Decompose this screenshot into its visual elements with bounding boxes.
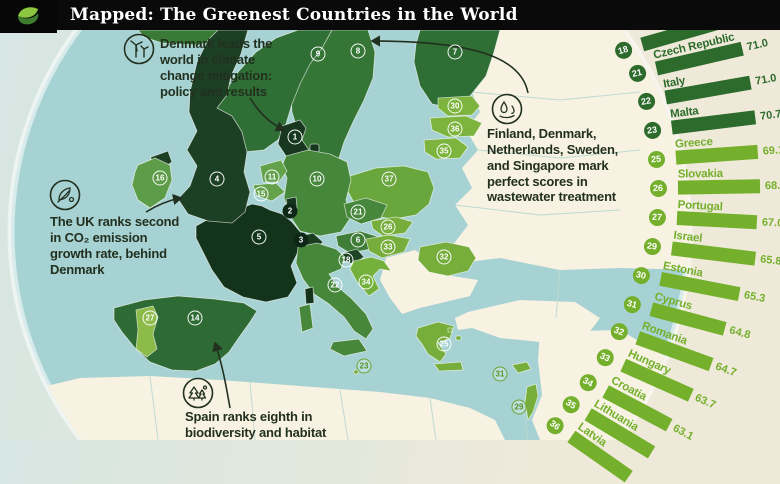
map-rank-badge-7: 7: [447, 44, 463, 60]
country-italy-sardinia: [298, 303, 314, 333]
map-rank-badge-31: 31: [492, 366, 508, 382]
map-rank-badge-11: 11: [264, 169, 280, 185]
annotation-wastewater: Finland, Denmark, Netherlands, Sweden, a…: [487, 126, 619, 205]
map-rank-badge-14: 14: [187, 310, 203, 326]
map-rank-badge-30: 30: [447, 98, 463, 114]
trees-icon: [182, 377, 214, 409]
water-drops-icon: [491, 93, 523, 125]
rank-score: 70.7: [759, 108, 780, 123]
map-rank-badge-1: 1: [287, 129, 303, 145]
map-rank-badge-16: 16: [152, 170, 168, 186]
map-rank-badge-3: 3: [293, 232, 309, 248]
annotation-spain: Spain ranks eighth in biodiversity and h…: [185, 409, 327, 440]
map-rank-badge-4: 4: [209, 171, 225, 187]
map-rank-badge-18: 18: [338, 252, 354, 268]
annotation-denmark: Denmark leads the world in climate chang…: [160, 36, 273, 99]
leader-arrows: [145, 35, 529, 409]
page-title: Mapped: The Greenest Countries in the Wo…: [70, 5, 518, 25]
rank-badge: 26: [649, 179, 667, 197]
map-rank-badge-32: 32: [436, 249, 452, 265]
rank-score: 69.1: [762, 144, 780, 158]
map-rank-badge-23: 23: [356, 358, 372, 374]
map-rank-badge-34: 34: [358, 274, 374, 290]
country-greece-island2: [447, 327, 453, 333]
map-rank-badge-37: 37: [381, 171, 397, 187]
map-rank-badge-35: 35: [436, 143, 452, 159]
leaf-logo-icon: [18, 7, 39, 25]
map-rank-badge-10: 10: [309, 171, 325, 187]
arrow-to-sweden: [370, 35, 529, 94]
country-malta: [353, 369, 359, 375]
region-balkans: [380, 250, 478, 314]
map-rank-badge-25: 25: [436, 336, 452, 352]
leaf-co2-icon: [49, 179, 81, 211]
map-rank-badge-21: 21: [350, 204, 366, 220]
map-rank-badge-29: 29: [511, 399, 527, 415]
country-greece-island: [455, 335, 462, 341]
rank-badge: 25: [646, 149, 666, 169]
region-russia-ukraine: [452, 30, 689, 270]
wind-turbine-icon: [123, 33, 155, 65]
rank-bar: [677, 179, 761, 195]
map-rank-badge-5: 5: [251, 229, 267, 245]
arrow-to-uk: [145, 193, 183, 213]
arrow-to-denmark: [249, 97, 286, 132]
country-cyprus: [511, 361, 532, 374]
map-rank-badge-2: 2: [282, 203, 298, 219]
map-rank-badge-6: 6: [350, 232, 366, 248]
map-rank-badge-8: 8: [350, 43, 366, 59]
country-france: [195, 203, 303, 303]
arrow-to-spain: [212, 341, 231, 409]
country-greece-crete: [433, 361, 464, 372]
map-rank-badge-33: 33: [380, 239, 396, 255]
header-bar: [0, 0, 780, 30]
map-rank-badge-36: 36: [447, 121, 463, 137]
rank-country-label: Slovakia: [677, 167, 723, 181]
country-germany: [281, 149, 352, 237]
rank-score: 65.8: [759, 253, 780, 268]
map-rank-badge-9: 9: [310, 46, 326, 62]
rank-score: 67.0: [761, 216, 780, 230]
country-greece: [415, 321, 455, 363]
publisher-logo: [0, 0, 57, 33]
map-rank-badge-22: 22: [327, 277, 343, 293]
rank-badge: 27: [648, 208, 666, 226]
country-italy-sicily: [329, 338, 368, 357]
country-united-kingdom: [177, 29, 251, 224]
map-rank-badge-15: 15: [253, 186, 269, 202]
annotation-uk: The UK ranks second in CO₂ emission grow…: [50, 214, 180, 277]
country-france-corsica: [304, 286, 315, 305]
map-rank-badge-27: 27: [142, 310, 158, 326]
rank-score: 68.3: [764, 179, 780, 193]
map-rank-badge-26: 26: [380, 219, 396, 235]
